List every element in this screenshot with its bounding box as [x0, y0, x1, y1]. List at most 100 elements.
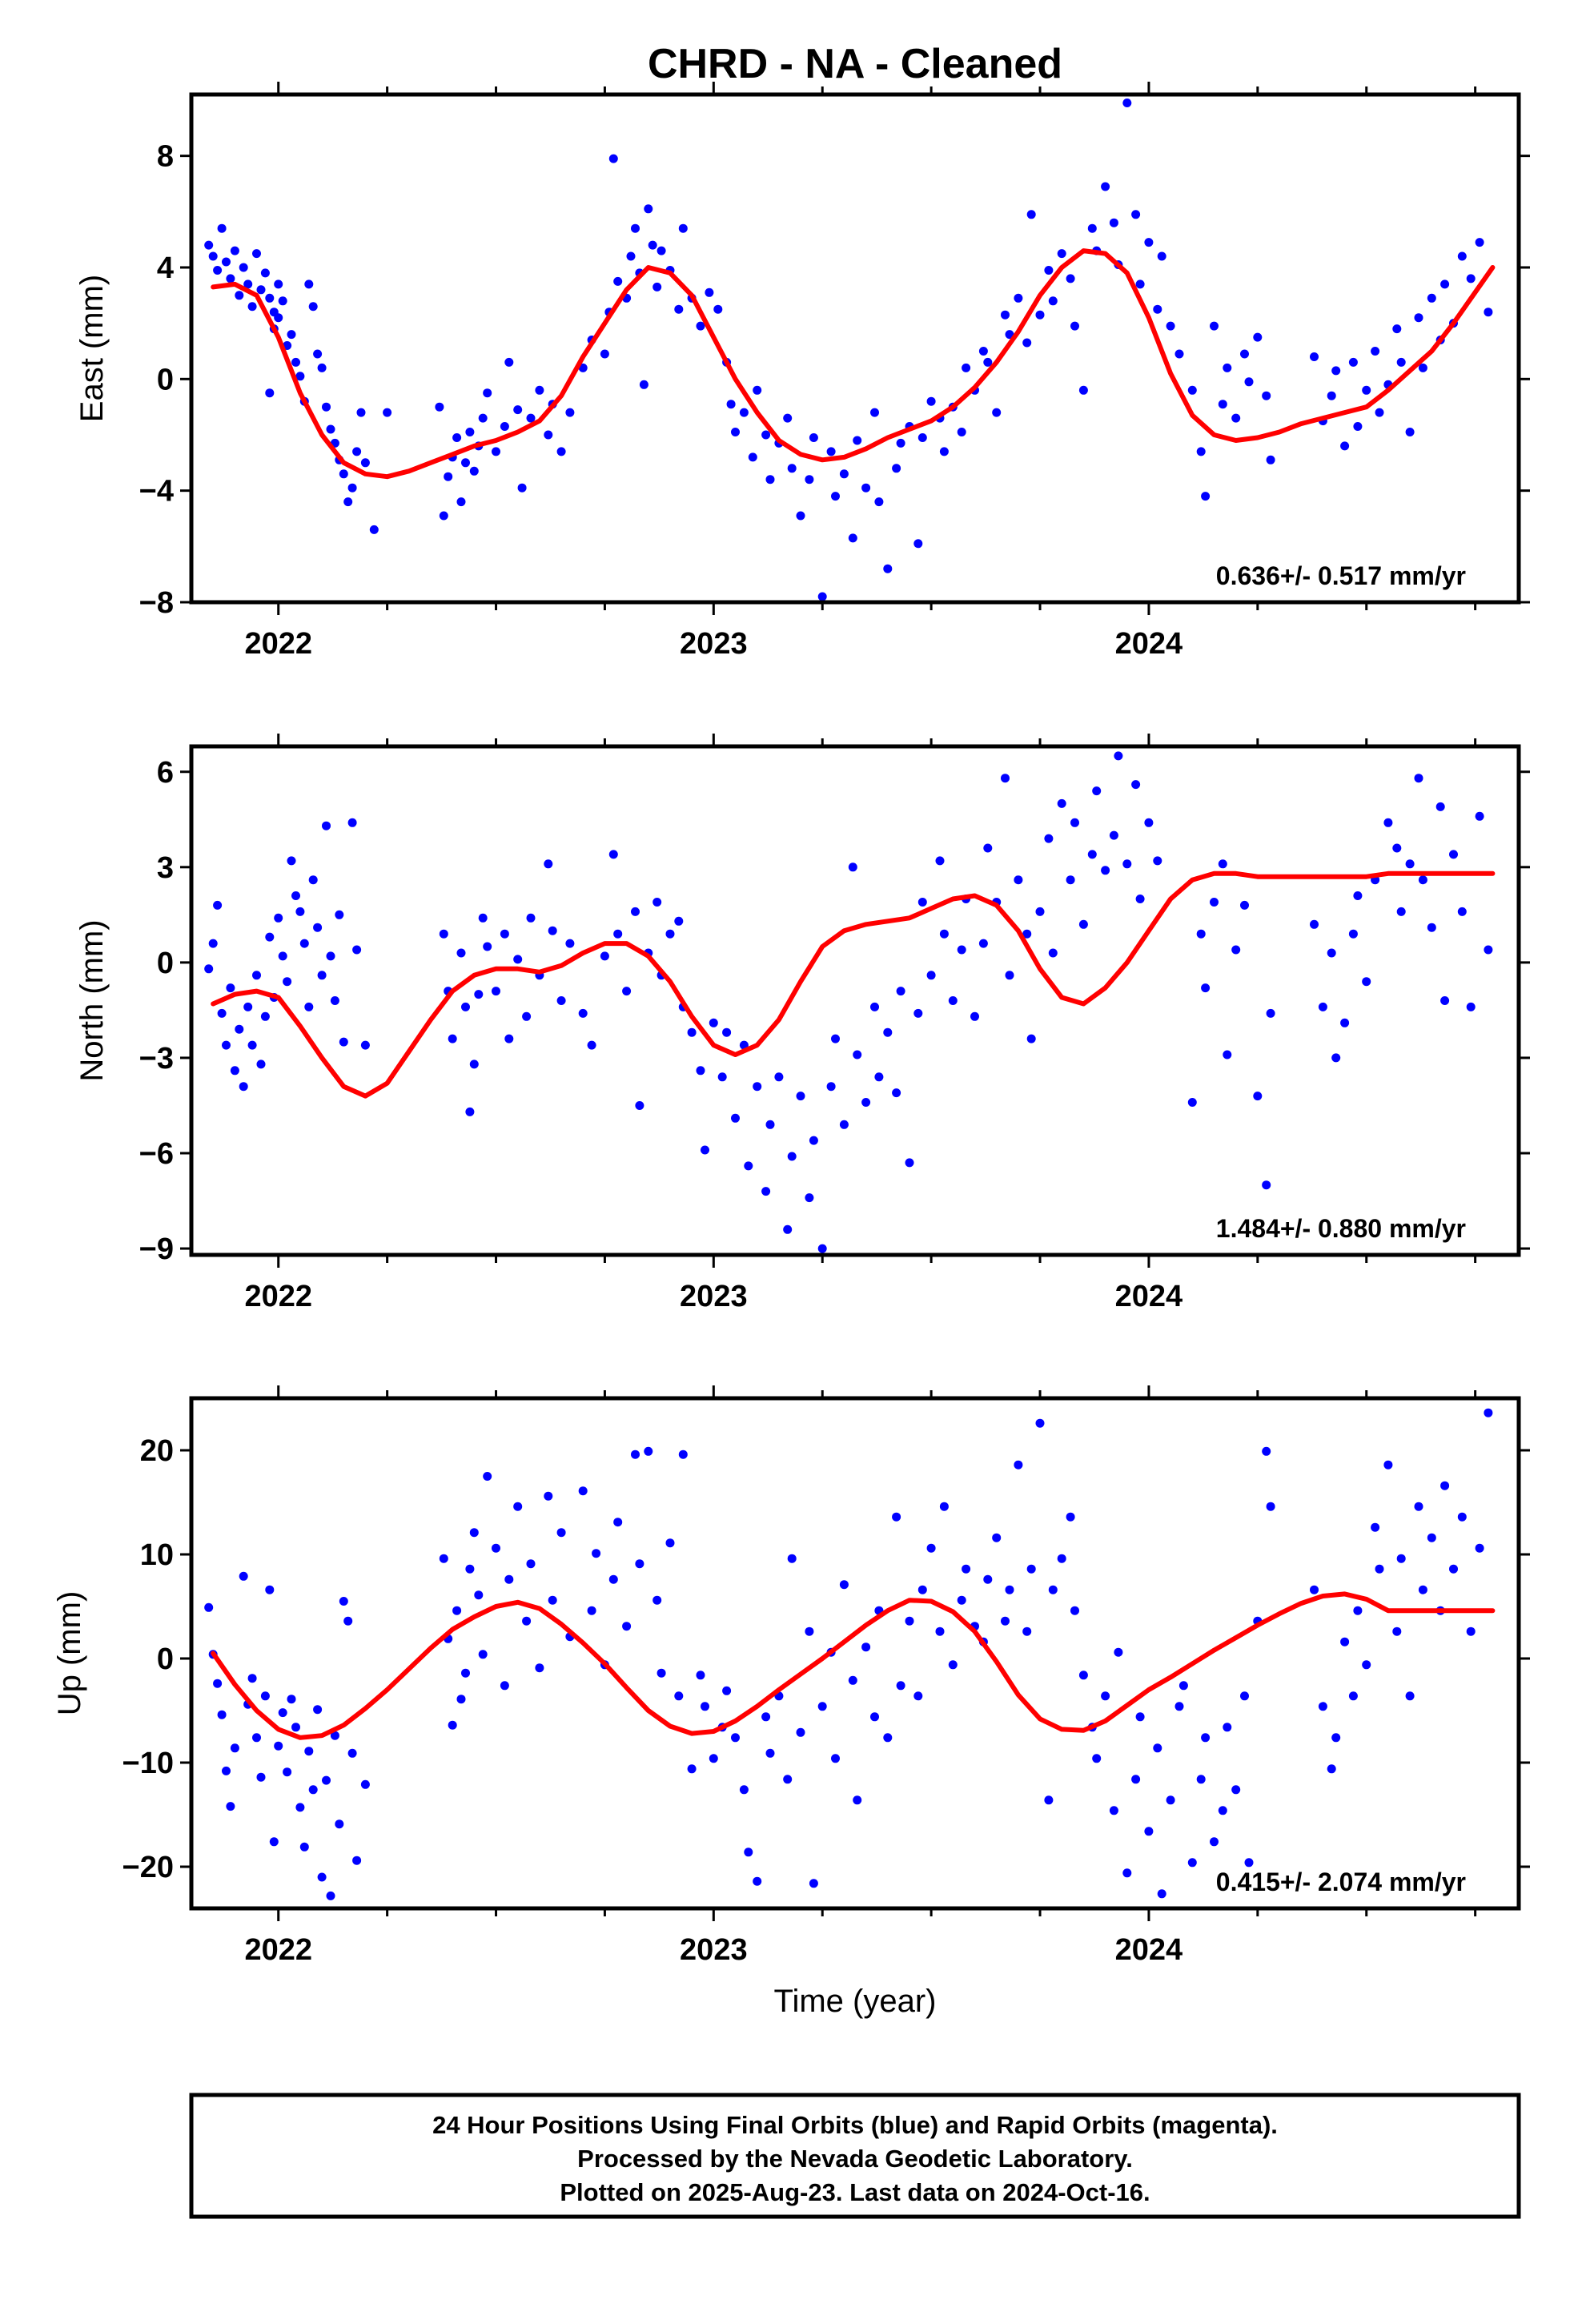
east-point-82 — [678, 223, 688, 233]
east-point-121 — [962, 363, 971, 372]
up-point-34 — [360, 1779, 370, 1789]
up-point-110 — [962, 1564, 971, 1574]
east-point-186 — [1484, 308, 1493, 317]
east-point-157 — [1231, 413, 1241, 423]
north-point-23 — [304, 1002, 314, 1011]
up-axis-ticks: 2022 2023 2024 −20 −10 0 10 20 — [122, 1385, 1530, 1967]
north-point-138 — [1210, 898, 1219, 907]
up-point-32 — [347, 1748, 357, 1758]
north-point-94 — [861, 1098, 871, 1107]
north-point-133 — [1144, 818, 1154, 827]
north-point-127 — [1101, 866, 1110, 875]
up-x-tick-label: 2024 — [1115, 1933, 1183, 1967]
up-rate-label: 0.415+/- 2.074 mm/yr — [1216, 1868, 1466, 1896]
up-point-62 — [613, 1518, 623, 1527]
east-point-176 — [1405, 428, 1415, 436]
north-point-39 — [461, 1002, 470, 1011]
up-point-119 — [1026, 1564, 1036, 1574]
north-point-20 — [291, 891, 300, 900]
up-point-83 — [765, 1748, 775, 1758]
east-point-55 — [500, 422, 509, 431]
north-plot-frame — [189, 744, 1521, 1257]
east-y-tick-label: 4 — [157, 251, 174, 285]
footer-line-3: Plotted on 2025-Aug-23. Last data on 202… — [560, 2178, 1150, 2206]
east-point-60 — [535, 385, 544, 395]
up-point-130 — [1109, 1806, 1118, 1815]
east-point-9 — [243, 279, 253, 289]
up-y-tick-label: 0 — [157, 1642, 174, 1676]
north-point-54 — [556, 996, 566, 1005]
east-point-41 — [274, 279, 283, 289]
east-point-90 — [739, 408, 749, 417]
up-point-20 — [295, 1803, 305, 1812]
up-point-59 — [592, 1549, 601, 1558]
east-point-178 — [1418, 363, 1427, 372]
east-point-132 — [1044, 266, 1054, 275]
up-point-142 — [1196, 1775, 1206, 1784]
east-point-88 — [726, 400, 736, 409]
up-point-131 — [1114, 1647, 1123, 1657]
up-point-65 — [635, 1559, 644, 1569]
north-point-65 — [652, 898, 662, 907]
east-point-89 — [731, 428, 740, 436]
north-data-points — [204, 751, 1493, 1253]
up-point-80 — [744, 1848, 753, 1857]
east-data-points — [204, 99, 1493, 601]
east-point-63 — [556, 447, 566, 456]
east-point-84 — [696, 321, 705, 331]
east-y-tick-label: 8 — [157, 140, 174, 174]
north-point-60 — [613, 929, 623, 939]
east-point-167 — [1340, 441, 1350, 451]
north-point-34 — [360, 1040, 370, 1050]
up-model-curve — [211, 1591, 1496, 1740]
up-point-54 — [548, 1595, 557, 1605]
up-point-69 — [665, 1538, 675, 1548]
up-point-136 — [1153, 1743, 1162, 1753]
north-point-21 — [295, 907, 305, 916]
east-point-13 — [260, 268, 270, 278]
north-point-107 — [957, 945, 966, 955]
up-point-90 — [817, 1702, 827, 1711]
east-point-2 — [213, 266, 223, 275]
north-point-132 — [1135, 895, 1145, 903]
up-point-78 — [731, 1733, 740, 1743]
north-point-76 — [731, 1113, 740, 1123]
up-point-176 — [1484, 1408, 1493, 1417]
east-model-curve — [211, 248, 1496, 480]
east-point-137 — [1078, 385, 1088, 395]
east-point-143 — [1122, 99, 1132, 107]
east-point-161 — [1262, 391, 1271, 400]
up-point-117 — [1014, 1460, 1023, 1470]
east-point-34 — [352, 447, 362, 456]
up-point-53 — [544, 1491, 553, 1501]
east-point-170 — [1362, 385, 1371, 395]
panel-up: 2022 2023 2024 −20 −10 0 10 20 Up (mm) 0.415+/-… — [52, 1385, 1530, 1967]
up-point-71 — [678, 1449, 688, 1459]
footer-frame — [189, 2093, 1521, 2219]
north-axis-ticks: 2022 2023 2024 −9 −6 −3 0 3 6 — [139, 734, 1530, 1313]
up-point-44 — [478, 1650, 488, 1659]
up-point-92 — [831, 1754, 840, 1763]
up-point-106 — [935, 1626, 945, 1636]
up-point-23 — [308, 1785, 318, 1795]
up-point-4 — [222, 1766, 231, 1775]
east-point-76 — [644, 204, 653, 214]
east-point-120 — [957, 428, 966, 436]
north-point-121 — [1057, 798, 1066, 808]
east-point-103 — [831, 492, 840, 501]
up-point-11 — [256, 1772, 266, 1782]
north-point-147 — [1318, 1002, 1327, 1011]
up-y-tick-label: 10 — [140, 1538, 174, 1572]
north-model-curve — [211, 870, 1496, 1099]
east-point-61 — [544, 430, 553, 440]
up-point-68 — [656, 1668, 666, 1678]
up-point-102 — [905, 1616, 914, 1626]
east-point-59 — [526, 413, 536, 423]
north-point-151 — [1348, 929, 1358, 939]
east-point-133 — [1048, 296, 1058, 306]
north-point-12 — [256, 1059, 266, 1069]
east-point-52 — [478, 413, 488, 423]
east-point-114 — [913, 539, 923, 549]
north-y-tick-label: −9 — [139, 1232, 174, 1266]
north-point-13 — [260, 1011, 270, 1021]
